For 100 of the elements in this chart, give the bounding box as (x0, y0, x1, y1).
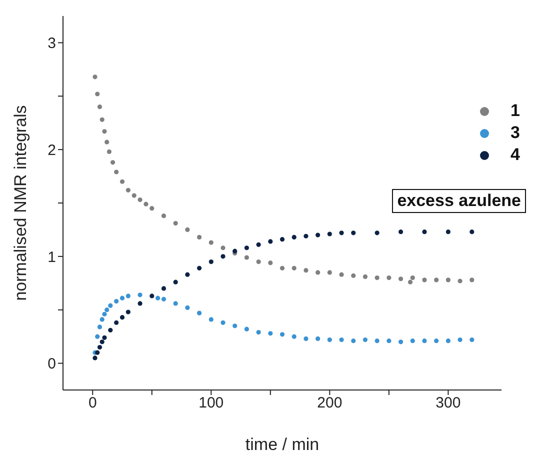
point (374, 276, 380, 280)
point (120, 179, 125, 184)
point (150, 206, 154, 211)
point (446, 278, 450, 282)
point (95, 350, 100, 355)
point (410, 276, 415, 280)
point (92, 74, 98, 80)
point (386, 338, 392, 344)
point (244, 255, 250, 260)
point (268, 331, 273, 336)
legend-label: 4 (510, 145, 520, 164)
point (256, 330, 261, 335)
point (292, 266, 296, 270)
point (114, 320, 119, 325)
point (100, 340, 104, 344)
point (351, 338, 356, 344)
point (434, 278, 439, 282)
point (374, 338, 380, 344)
legend-label: 3 (510, 123, 520, 142)
point (304, 336, 308, 342)
point (280, 237, 285, 242)
point (422, 278, 427, 282)
point (197, 266, 202, 270)
y-axis-title: normalised NMR integrals (11, 105, 30, 301)
point (102, 312, 107, 316)
x-tick-label: 100 (198, 394, 224, 412)
point (138, 292, 142, 298)
point (268, 260, 273, 266)
point (422, 230, 427, 234)
y-tick-label: 1 (48, 248, 56, 266)
point (422, 338, 427, 344)
point (161, 296, 166, 302)
point (316, 232, 320, 238)
point (362, 337, 368, 342)
point (398, 230, 404, 234)
point (208, 317, 214, 322)
point (132, 193, 136, 198)
point (104, 308, 110, 312)
point (339, 337, 344, 342)
point (470, 278, 474, 282)
point (304, 268, 308, 273)
point (244, 326, 250, 332)
point (327, 337, 332, 342)
point (458, 278, 462, 284)
point (362, 274, 368, 280)
point (95, 92, 100, 96)
point (327, 270, 332, 275)
point (408, 280, 413, 284)
point (150, 294, 154, 298)
point (197, 310, 202, 316)
point (339, 230, 344, 236)
point (97, 344, 102, 350)
point (256, 259, 261, 264)
point (144, 202, 148, 206)
point (446, 230, 450, 234)
point (351, 230, 356, 236)
point (398, 340, 404, 344)
point (280, 266, 285, 270)
point (108, 328, 113, 332)
point (108, 303, 113, 308)
point (386, 276, 392, 280)
point (161, 286, 166, 291)
point (316, 270, 320, 275)
point (374, 230, 380, 236)
point (120, 315, 125, 320)
point (185, 272, 190, 277)
point (100, 117, 104, 122)
point (470, 337, 474, 342)
y-tick-label: 3 (48, 35, 56, 52)
point (138, 301, 142, 306)
point (138, 197, 142, 202)
point (316, 336, 320, 342)
point (208, 240, 214, 245)
point (446, 338, 450, 344)
point (268, 239, 273, 244)
point (327, 232, 332, 236)
point (410, 338, 415, 344)
point (173, 221, 178, 226)
point (106, 149, 112, 154)
point (126, 188, 130, 192)
point (102, 129, 107, 134)
point (208, 259, 214, 264)
point (232, 248, 238, 254)
point (156, 296, 160, 300)
point (256, 242, 261, 247)
point (97, 104, 102, 110)
point (292, 234, 296, 240)
point (126, 294, 130, 298)
point (220, 254, 226, 259)
point (292, 334, 296, 339)
point (304, 234, 308, 238)
x-tick-label: 200 (317, 394, 342, 412)
point (280, 332, 285, 337)
point (197, 234, 202, 240)
point (434, 338, 439, 344)
point (97, 324, 102, 330)
point (104, 140, 110, 144)
point (470, 230, 474, 234)
point (120, 296, 125, 300)
point (185, 305, 190, 310)
